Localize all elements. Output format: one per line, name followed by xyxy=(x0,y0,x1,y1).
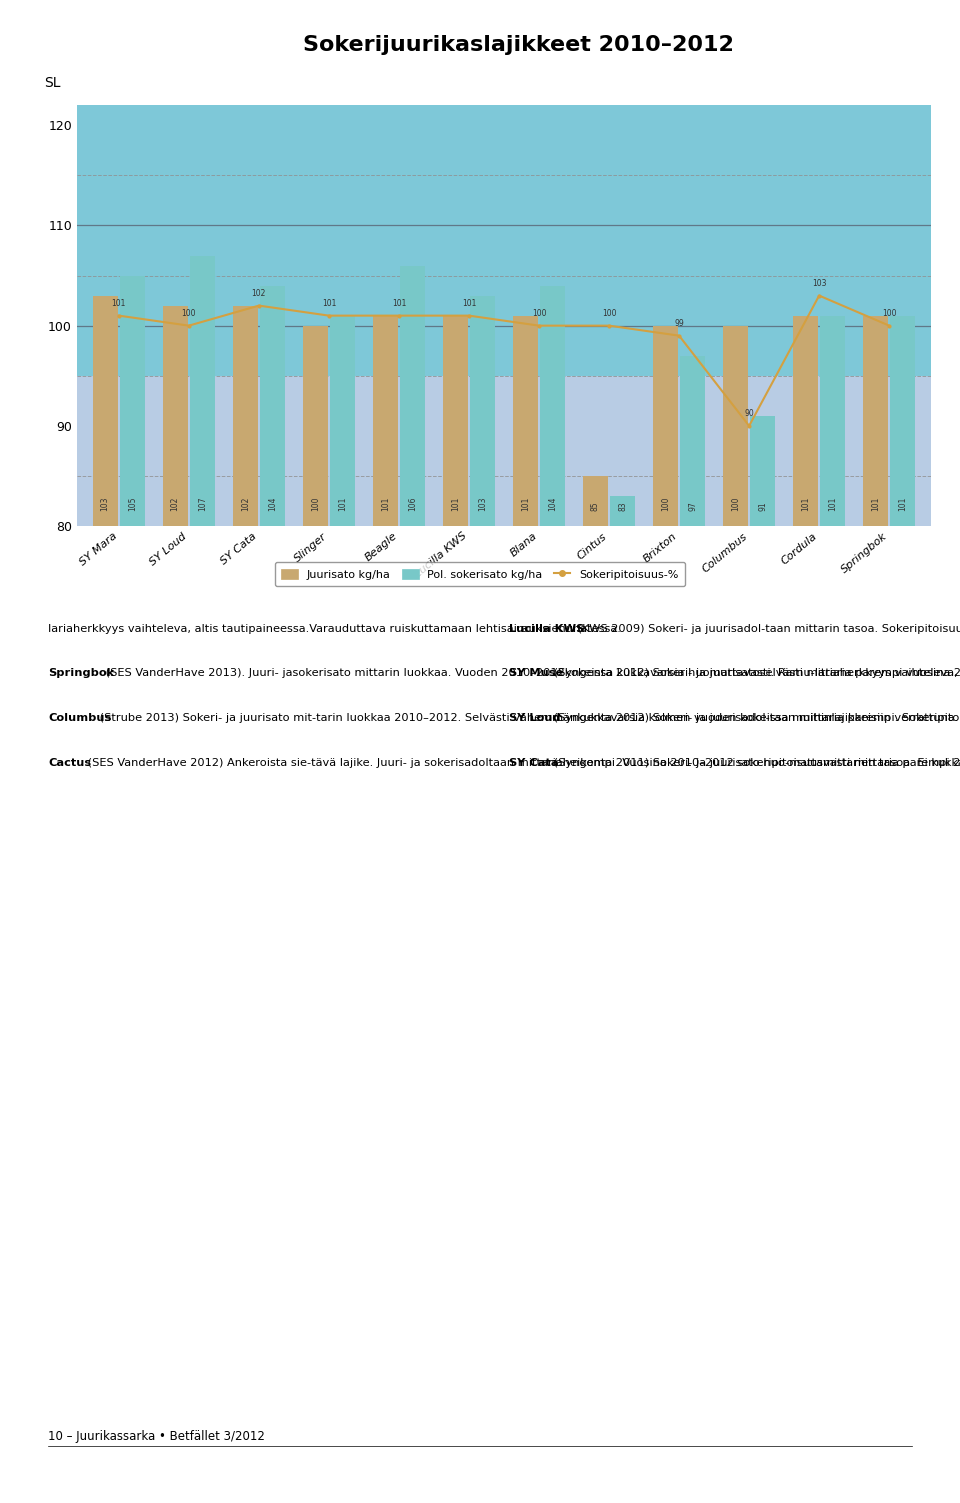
Text: 105: 105 xyxy=(128,496,137,511)
Text: 102: 102 xyxy=(241,496,250,511)
Text: 104: 104 xyxy=(268,496,277,511)
Text: 100: 100 xyxy=(882,308,897,317)
Text: 101: 101 xyxy=(828,496,837,511)
Text: (KWS 2009) Sokeri- ja juurisadol-taan mittarin tasoa. Sokeripitoisuus mittaria p: (KWS 2009) Sokeri- ja juurisadol-taan mi… xyxy=(574,624,960,634)
Text: 103: 103 xyxy=(101,496,109,511)
Text: 99: 99 xyxy=(674,319,684,328)
Bar xyxy=(750,416,776,1327)
Legend: Juurisato kg/ha, Pol. sokerisato kg/ha, Sokeripitoisuus-%: Juurisato kg/ha, Pol. sokerisato kg/ha, … xyxy=(275,562,685,586)
Text: 101: 101 xyxy=(392,299,406,308)
Text: (SES VanderHave 2012) Ankeroista sie-tävä lajike. Juuri- ja sokerisadoltaan mitt: (SES VanderHave 2012) Ankeroista sie-täv… xyxy=(84,758,960,768)
Text: 101: 101 xyxy=(871,496,880,511)
Bar xyxy=(793,316,818,1327)
Text: 101: 101 xyxy=(801,496,810,511)
Bar xyxy=(863,316,888,1327)
Bar xyxy=(470,296,495,1327)
Text: 83: 83 xyxy=(618,502,627,511)
Bar xyxy=(372,316,397,1327)
Text: 101: 101 xyxy=(451,496,460,511)
Bar xyxy=(162,305,188,1327)
Text: 100: 100 xyxy=(602,308,616,317)
Bar xyxy=(513,316,538,1327)
Text: 100: 100 xyxy=(181,308,196,317)
Text: 106: 106 xyxy=(408,496,417,511)
Bar xyxy=(443,316,468,1327)
Text: 102: 102 xyxy=(171,496,180,511)
Text: Springbok: Springbok xyxy=(48,669,114,678)
Text: Cactus: Cactus xyxy=(48,758,91,768)
Text: SY Cata: SY Cata xyxy=(509,758,559,768)
Text: 101: 101 xyxy=(899,496,907,511)
Text: 90: 90 xyxy=(744,409,754,418)
Text: 101: 101 xyxy=(462,299,476,308)
Text: 91: 91 xyxy=(758,502,767,511)
Text: 102: 102 xyxy=(252,289,266,298)
Bar xyxy=(400,266,425,1327)
Bar xyxy=(330,316,355,1327)
Text: 101: 101 xyxy=(338,496,348,511)
Text: 100: 100 xyxy=(311,496,320,511)
Bar xyxy=(260,286,285,1327)
Bar xyxy=(77,105,931,376)
Text: Columbus: Columbus xyxy=(48,712,111,723)
Text: SY Muse: SY Muse xyxy=(509,669,564,678)
Bar xyxy=(653,326,678,1327)
Text: 85: 85 xyxy=(591,502,600,511)
Bar xyxy=(890,316,916,1327)
Bar xyxy=(190,256,215,1327)
Bar xyxy=(120,275,145,1327)
Bar xyxy=(302,326,328,1327)
Text: 97: 97 xyxy=(688,502,697,511)
Text: 100: 100 xyxy=(660,496,670,511)
Text: 107: 107 xyxy=(198,496,207,511)
Bar xyxy=(92,296,118,1327)
Text: 100: 100 xyxy=(731,496,740,511)
Text: (Syngenta 2012) Sokeri- ja juurisadol-taan mittaria parempi. Sokeripitoisuus mit: (Syngenta 2012) Sokeri- ja juurisadol-ta… xyxy=(550,712,960,723)
Bar xyxy=(723,326,748,1327)
Text: Sokerijuurikaslajikkeet 2010–2012: Sokerijuurikaslajikkeet 2010–2012 xyxy=(303,35,733,56)
Text: 103: 103 xyxy=(812,278,827,287)
Text: SY Loud: SY Loud xyxy=(509,712,561,723)
Text: 10 – Juurikassarka • Betfället 3/2012: 10 – Juurikassarka • Betfället 3/2012 xyxy=(48,1429,265,1443)
Text: 101: 101 xyxy=(381,496,390,511)
Text: (Strube 2013) Sokeri- ja juurisato mit-tarin luokkaa 2010–2012. Selvästi vähemmä: (Strube 2013) Sokeri- ja juurisato mit-t… xyxy=(96,712,958,723)
Text: 104: 104 xyxy=(548,496,557,511)
Bar xyxy=(611,496,636,1327)
Bar xyxy=(232,305,258,1327)
Text: (Syngenta 2012) Sokeri- ja juurisatoselvästi mittaria parempi vuosina 2010–2012.: (Syngenta 2012) Sokeri- ja juurisatoselv… xyxy=(550,669,960,678)
Text: 100: 100 xyxy=(532,308,546,317)
Bar xyxy=(540,286,565,1327)
Bar xyxy=(583,476,608,1327)
Text: 101: 101 xyxy=(111,299,126,308)
Text: 101: 101 xyxy=(521,496,530,511)
Bar xyxy=(820,316,846,1327)
Text: 103: 103 xyxy=(478,496,487,511)
Text: (Syngenta 2011) Sokeri- ja juurisato huo-mattavasti mittaria parempi 2010–2012. : (Syngenta 2011) Sokeri- ja juurisato huo… xyxy=(550,758,960,768)
Text: lariaherkkyys vaihteleva, altis tautipaineessa.Varauduttava ruiskuttamaan lehtis: lariaherkkyys vaihteleva, altis tautipai… xyxy=(48,624,621,634)
Bar xyxy=(680,356,706,1327)
Text: (SES VanderHave 2013). Juuri- jasokerisato mittarin luokkaa. Vuoden 2010–2012kok: (SES VanderHave 2013). Juuri- jasokerisa… xyxy=(102,669,960,678)
Text: SL: SL xyxy=(44,75,61,90)
Text: 101: 101 xyxy=(322,299,336,308)
Text: Lucilla KWS: Lucilla KWS xyxy=(509,624,584,634)
